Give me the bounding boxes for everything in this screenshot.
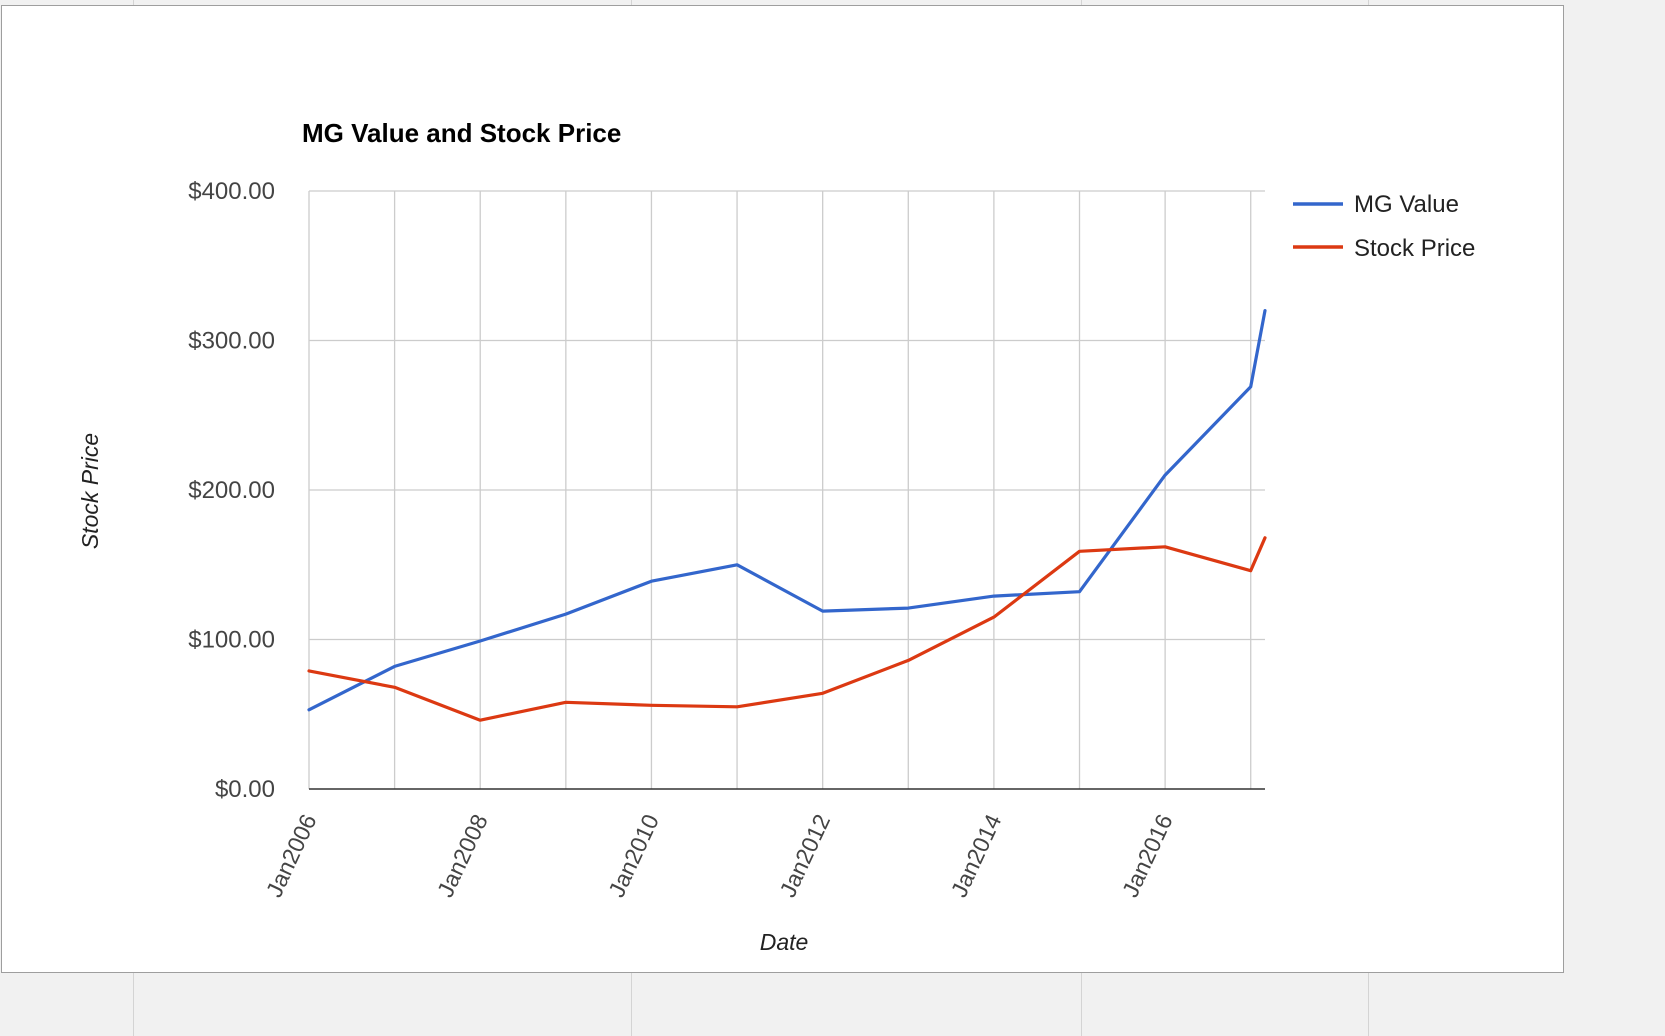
- x-tick-label: Jan2016: [1117, 810, 1178, 901]
- y-tick-label: $100.00: [188, 627, 275, 654]
- data-point-mg-value[interactable]: [389, 660, 401, 672]
- data-point-mg-value[interactable]: [731, 559, 743, 571]
- data-point-mg-value[interactable]: [902, 602, 914, 614]
- data-point-mg-value[interactable]: [474, 635, 486, 647]
- data-point-stock-price[interactable]: [389, 681, 401, 693]
- legend-item-mg-value[interactable]: MG Value: [1293, 191, 1459, 218]
- x-tick-label: Jan2012: [774, 810, 835, 901]
- data-point-stock-price[interactable]: [1245, 565, 1257, 577]
- data-point-stock-price[interactable]: [731, 701, 743, 713]
- y-axis-label: Stock Price: [77, 433, 103, 549]
- y-tick-label: $300.00: [188, 328, 275, 355]
- series-lines: [303, 305, 1271, 726]
- x-tick-label: Jan2010: [603, 810, 664, 901]
- data-point-mg-value[interactable]: [560, 608, 572, 620]
- data-point-stock-price[interactable]: [645, 699, 657, 711]
- data-point-mg-value[interactable]: [1259, 305, 1271, 317]
- data-point-stock-price[interactable]: [560, 696, 572, 708]
- x-axis-label: Date: [760, 929, 809, 955]
- data-point-mg-value[interactable]: [817, 605, 829, 617]
- data-point-stock-price[interactable]: [988, 611, 1000, 623]
- series-line-mg-value[interactable]: [307, 309, 1267, 712]
- data-point-stock-price[interactable]: [474, 714, 486, 726]
- data-point-mg-value[interactable]: [645, 575, 657, 587]
- legend[interactable]: MG Value Stock Price: [1293, 191, 1475, 262]
- chart-title: MG Value and Stock Price: [302, 118, 621, 148]
- series-line-stock-price[interactable]: [307, 536, 1267, 722]
- x-tick-label: Jan2006: [261, 810, 322, 901]
- y-tick-label: $400.00: [188, 178, 275, 205]
- data-point-stock-price[interactable]: [817, 687, 829, 699]
- x-axis-tick-labels: Jan2006 Jan2008 Jan2010 Jan2012 Jan2014 Jan20…: [261, 810, 1178, 901]
- data-point-mg-value[interactable]: [303, 704, 315, 716]
- data-point-mg-value[interactable]: [1159, 469, 1171, 481]
- data-point-mg-value[interactable]: [988, 590, 1000, 602]
- data-point-mg-value[interactable]: [1245, 381, 1257, 393]
- data-point-mg-value[interactable]: [1074, 586, 1086, 598]
- legend-label-mg-value: MG Value: [1354, 191, 1459, 218]
- gridlines: [308, 190, 1265, 789]
- y-axis-tick-labels: $0.00 $100.00 $200.00 $300.00 $400.00: [188, 178, 275, 803]
- data-point-stock-price[interactable]: [1259, 532, 1271, 544]
- y-tick-label: $200.00: [188, 477, 275, 504]
- legend-item-stock-price[interactable]: Stock Price: [1293, 235, 1475, 262]
- legend-label-stock-price: Stock Price: [1354, 235, 1475, 262]
- line-chart: MG Value and Stock Price $0.00 $100.00 $20…: [77, 118, 1475, 955]
- x-tick-label: Jan2014: [946, 810, 1007, 901]
- y-tick-label: $0.00: [215, 776, 275, 803]
- x-tick-label: Jan2008: [432, 810, 493, 901]
- chart-card[interactable]: MG Value and Stock Price $0.00 $100.00 $20…: [1, 5, 1564, 973]
- data-point-stock-price[interactable]: [1159, 541, 1171, 553]
- data-point-stock-price[interactable]: [902, 654, 914, 666]
- data-point-stock-price[interactable]: [1074, 545, 1086, 557]
- data-point-stock-price[interactable]: [303, 665, 315, 677]
